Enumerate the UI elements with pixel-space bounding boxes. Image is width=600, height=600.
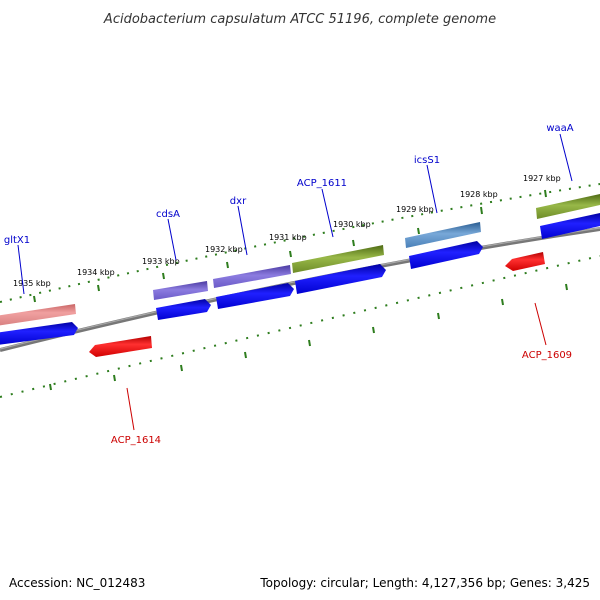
scale-label: 1930 kbp [333, 220, 371, 229]
scale-label: 1935 kbp [13, 279, 51, 288]
gene-label[interactable]: ACP_1611 [297, 178, 347, 189]
gene-dxr[interactable] [213, 265, 291, 288]
gene-label[interactable]: waaA [546, 123, 573, 134]
cds-arrow[interactable] [540, 213, 600, 239]
gene-label[interactable]: cdsA [156, 209, 180, 220]
gene-label[interactable]: icsS1 [414, 155, 440, 166]
gene-ACP_1611[interactable] [292, 245, 384, 273]
cds-arrow[interactable] [216, 283, 294, 309]
scale-label: 1934 kbp [77, 268, 115, 277]
gene-label[interactable]: gltX1 [4, 235, 30, 246]
outer-tick-ring [0, 183, 600, 303]
map-title: Acidobacterium capsulatum ATCC 51196, co… [103, 12, 496, 27]
gene-label[interactable]: dxr [230, 196, 247, 207]
gene-icsS1[interactable] [405, 222, 481, 248]
scale-label: 1929 kbp [396, 205, 434, 214]
accession-text: Accession: NC_012483 [9, 576, 146, 590]
cds-arrow[interactable] [156, 299, 211, 320]
label-leaders [17, 133, 573, 431]
scale-label: 1933 kbp [142, 257, 180, 266]
gene-label[interactable]: ACP_1609 [522, 350, 572, 361]
scale-label: 1932 kbp [205, 245, 243, 254]
gene-cdsA[interactable] [153, 281, 208, 300]
cds-arrow[interactable] [295, 264, 386, 294]
inner-tick-ring [0, 255, 600, 398]
gene-ACP_1614[interactable] [89, 336, 152, 357]
cds-arrow[interactable] [0, 322, 78, 345]
scale-label: 1931 kbp [269, 233, 307, 242]
gene-labels: gltX1 cdsA dxr ACP_1611 icsS1 waaA ACP_1… [4, 123, 574, 446]
gene-label[interactable]: ACP_1614 [111, 435, 161, 446]
forward-cog-track [0, 194, 600, 326]
gene-ACP_1609[interactable] [505, 252, 545, 271]
genome-summary-text: Topology: circular; Length: 4,127,356 bp… [260, 576, 590, 590]
gene-gltX1[interactable] [0, 304, 76, 326]
reverse-track [89, 252, 545, 357]
gene-waaA[interactable] [536, 194, 600, 219]
scale-label: 1928 kbp [460, 190, 498, 199]
cds-arrow[interactable] [409, 241, 483, 269]
scale-labels: 1935 kbp 1934 kbp 1933 kbp 1932 kbp 1931… [13, 174, 561, 288]
forward-cds-track [0, 213, 600, 345]
scale-label: 1927 kbp [523, 174, 561, 183]
